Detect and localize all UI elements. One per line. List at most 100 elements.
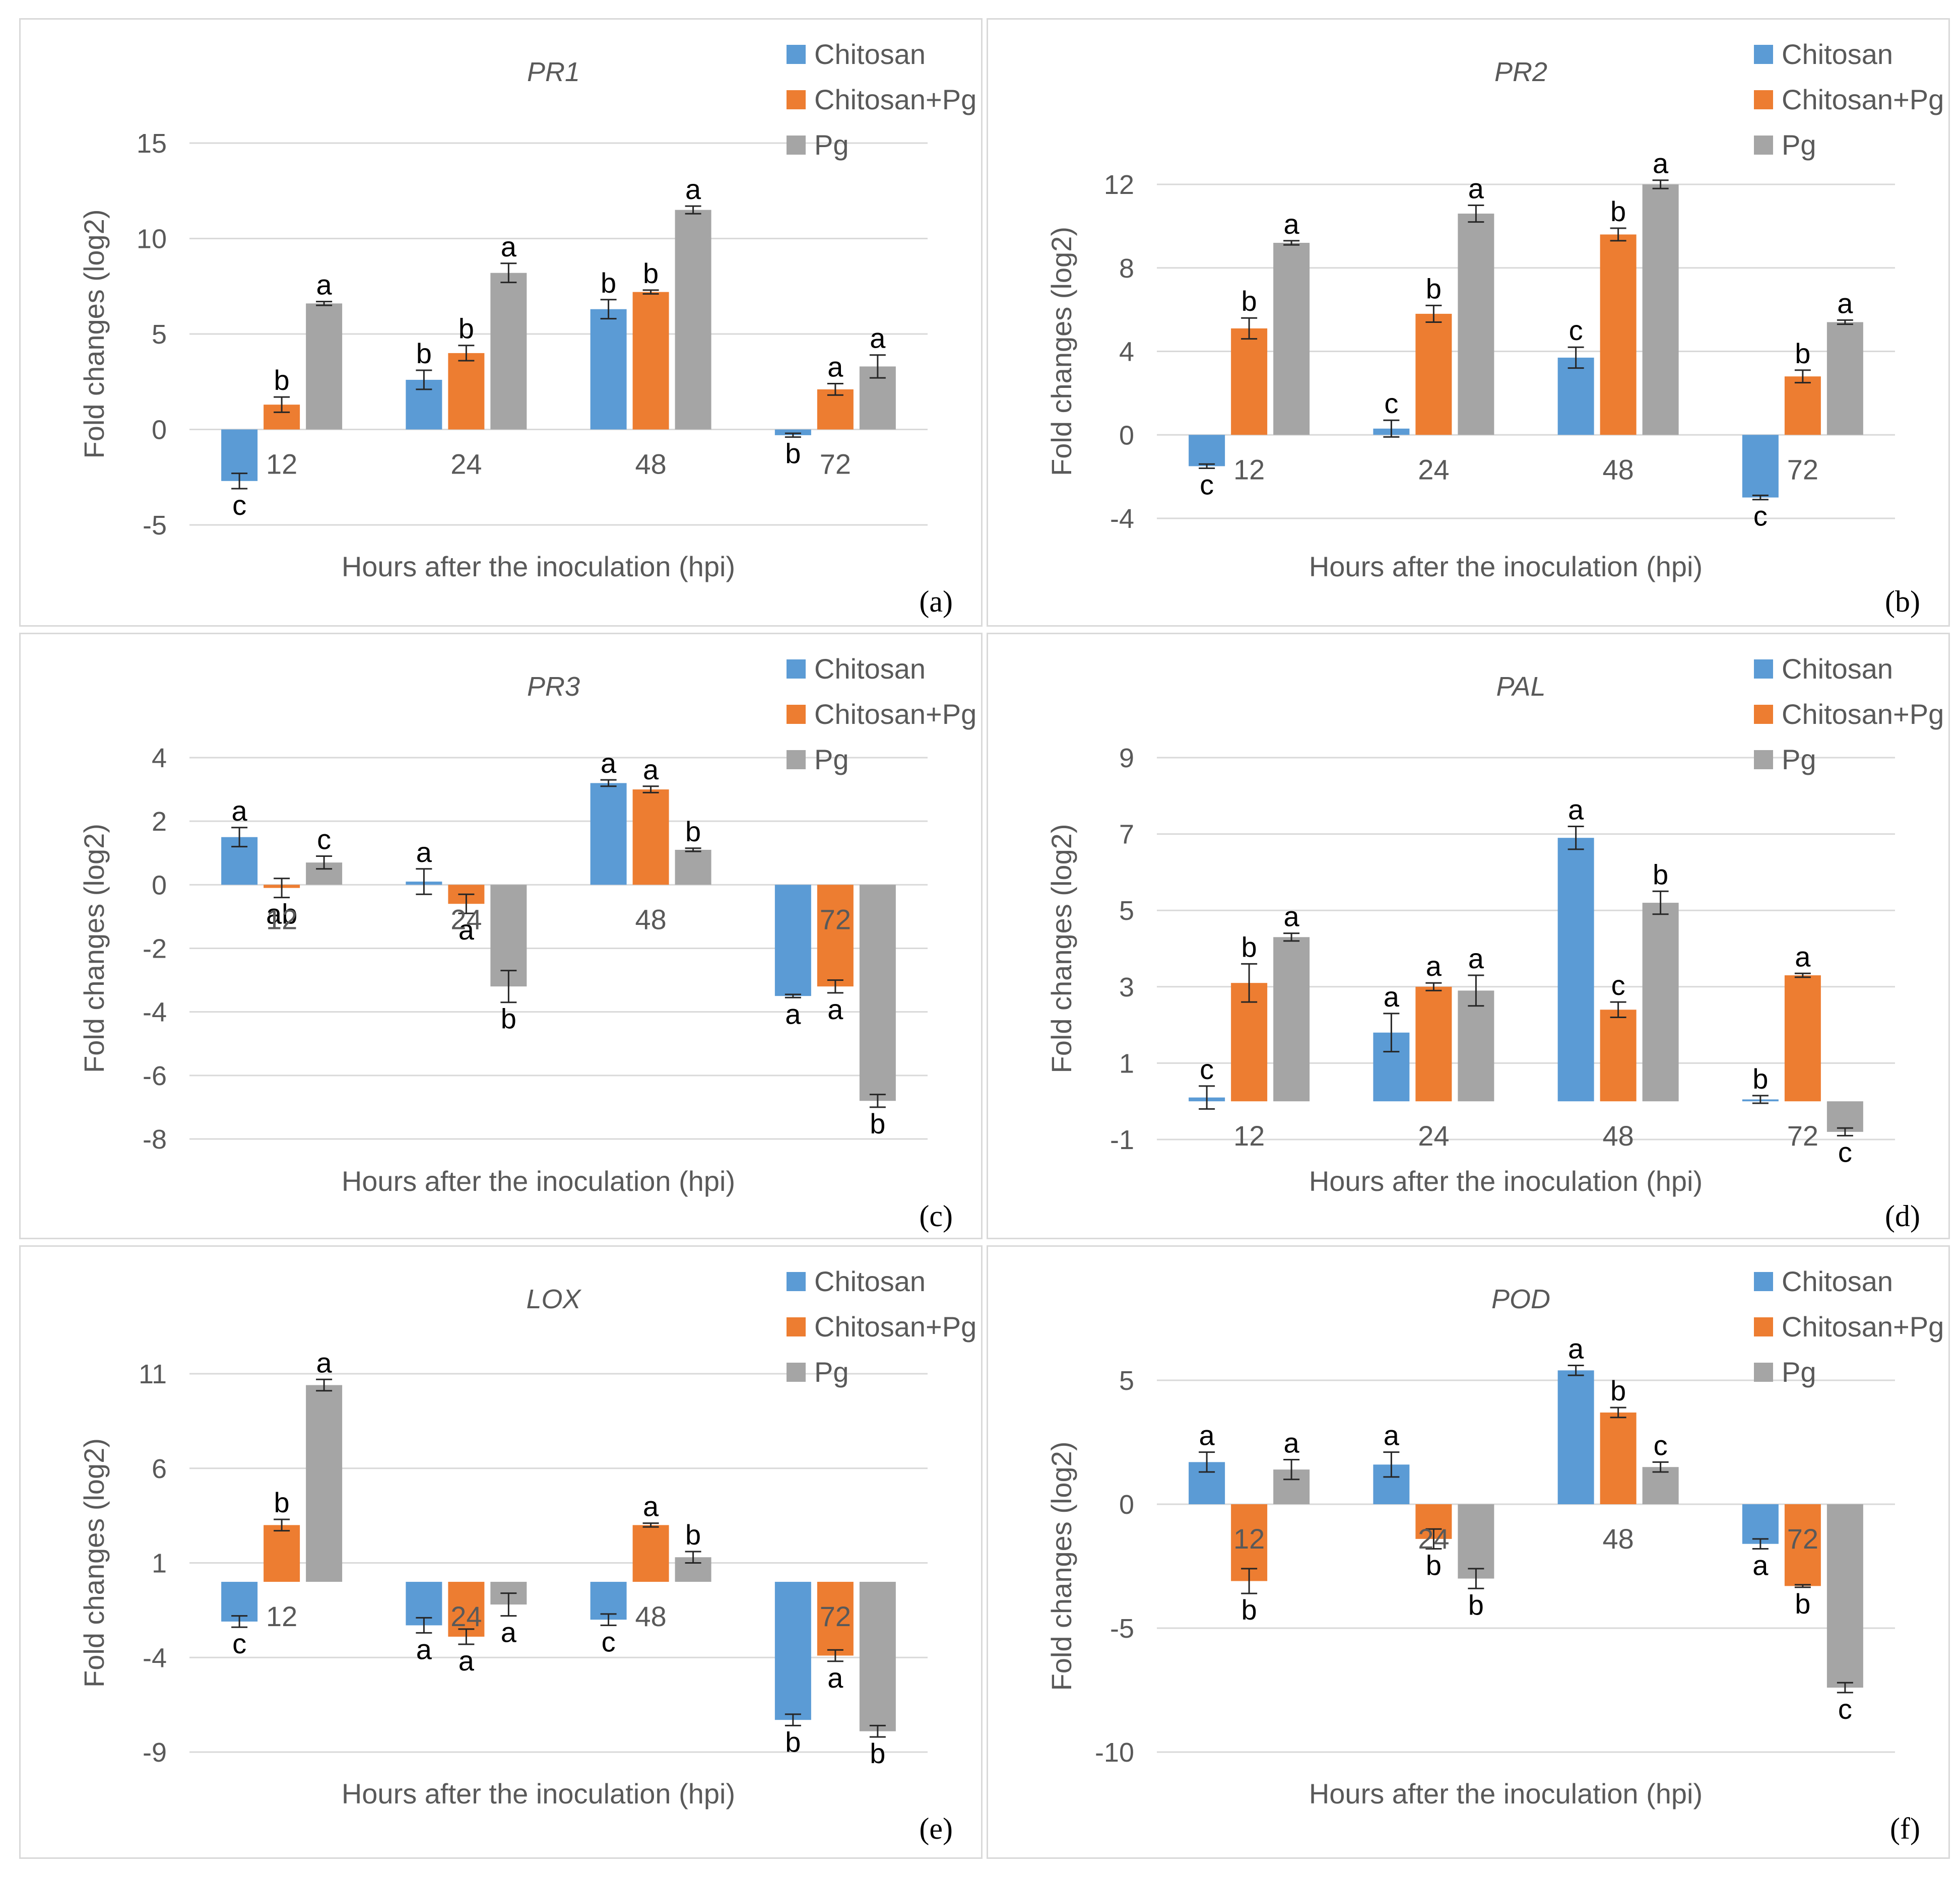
- significance-letter: a: [870, 322, 886, 354]
- y-tick-label: 9: [1119, 743, 1134, 773]
- category-label: 24: [450, 1600, 482, 1632]
- significance-letter: a: [416, 836, 432, 868]
- significance-letter: b: [274, 1487, 290, 1518]
- legend-swatch: [1754, 1363, 1773, 1382]
- significance-letter: a: [1752, 1550, 1769, 1581]
- bar: [1600, 234, 1637, 435]
- y-tick-label: -4: [143, 1643, 167, 1673]
- bar: [1231, 328, 1268, 435]
- y-tick-label: 5: [1119, 896, 1134, 926]
- legend-entry: Pg: [814, 744, 849, 775]
- bar: [1557, 357, 1594, 435]
- x-axis-label: Hours after the inoculation (hpi): [1309, 551, 1703, 582]
- bar: [590, 783, 627, 885]
- bar: [1273, 243, 1310, 435]
- significance-letter: b: [1426, 1550, 1442, 1581]
- category-label: 48: [1602, 1523, 1634, 1555]
- bar: [859, 1582, 896, 1731]
- legend-entry: Chitosan: [1782, 1265, 1893, 1297]
- significance-letter: a: [827, 993, 843, 1025]
- legend-entry: Chitosan: [814, 38, 926, 70]
- legend-swatch: [1754, 45, 1773, 64]
- significance-letter: c: [1569, 314, 1583, 346]
- significance-letter: b: [1426, 273, 1442, 304]
- significance-letter: b: [416, 338, 432, 369]
- bar: [306, 1385, 343, 1582]
- bar: [817, 885, 854, 987]
- significance-letter: c: [232, 489, 246, 521]
- x-axis-label: Hours after the inoculation (hpi): [342, 1778, 735, 1809]
- legend-swatch: [1754, 1272, 1773, 1291]
- category-label: 72: [820, 1600, 851, 1632]
- chart-title: PR2: [1494, 57, 1547, 87]
- bar: [1742, 1504, 1779, 1544]
- chart-svg: 11 6 1 -4 -9 LOX Fold changes (log2) Hours afte…: [78, 1265, 976, 1845]
- significance-letter: b: [1752, 1063, 1768, 1095]
- chart-svg: 5 0 -5 -10 POD Fold changes (log2) Hours after…: [1046, 1265, 1944, 1845]
- category-label: 48: [1602, 453, 1634, 485]
- bar: [859, 885, 896, 1101]
- bar: [1600, 1412, 1637, 1504]
- significance-letter: a: [827, 351, 843, 383]
- chart-panel-c: 4 2 0 -2 -4 -6 -8 PR3 Fold changes (log2) Hours a…: [19, 633, 983, 1239]
- bar: [1784, 376, 1821, 435]
- y-tick-label: 0: [152, 870, 167, 900]
- bar: [632, 292, 669, 430]
- category-label: 72: [820, 448, 851, 480]
- category-label: 12: [266, 903, 297, 935]
- legend-entry: Pg: [814, 129, 849, 161]
- x-axis-label: Hours after the inoculation (hpi): [1309, 1165, 1703, 1197]
- bar: [1742, 435, 1779, 498]
- bar: [1557, 838, 1594, 1102]
- significance-letter: a: [232, 795, 248, 827]
- legend-entry: Chitosan+Pg: [814, 698, 976, 730]
- category-label: 48: [1602, 1120, 1634, 1152]
- y-tick-label: 3: [1119, 972, 1134, 1002]
- legend-swatch: [787, 45, 806, 64]
- significance-letter: a: [785, 998, 801, 1030]
- bar: [632, 789, 669, 885]
- panel-label: (d): [1885, 1199, 1920, 1233]
- chart-svg: 12 8 4 0 -4 PR2 Fold changes (log2) Hours after…: [1046, 38, 1944, 618]
- significance-letter: a: [459, 1645, 475, 1677]
- significance-letter: a: [643, 754, 659, 785]
- category-label: 24: [450, 448, 482, 480]
- significance-letter: c: [1200, 1053, 1214, 1085]
- significance-letter: b: [1468, 1589, 1484, 1621]
- significance-letter: c: [232, 1628, 246, 1659]
- category-label: 72: [820, 903, 851, 935]
- legend-swatch: [1754, 705, 1773, 724]
- significance-letter: a: [1284, 901, 1300, 932]
- y-axis-label: Fold changes (log2): [1046, 824, 1077, 1074]
- significance-letter: b: [274, 364, 290, 396]
- chart-panel-d: 9 7 5 3 1 -1 PAL Fold changes (log2) Hours after…: [987, 633, 1950, 1239]
- legend-entry: Chitosan: [1782, 653, 1893, 685]
- panel-label: (b): [1885, 585, 1920, 618]
- y-tick-label: 0: [1119, 420, 1134, 450]
- bar: [1642, 184, 1679, 435]
- significance-letter: b: [685, 816, 701, 847]
- y-tick-label: 15: [137, 128, 167, 159]
- y-tick-label: 10: [137, 224, 167, 254]
- legend-entry: Pg: [814, 1356, 849, 1388]
- significance-letter: a: [1199, 1420, 1215, 1451]
- significance-letter: a: [1795, 941, 1811, 972]
- panel-label: (a): [919, 585, 953, 618]
- significance-letter: b: [870, 1108, 885, 1139]
- bar: [675, 210, 711, 430]
- significance-letter: c: [1654, 1429, 1668, 1461]
- chart-svg: 9 7 5 3 1 -1 PAL Fold changes (log2) Hours after…: [1046, 653, 1944, 1233]
- category-label: 12: [266, 1600, 297, 1632]
- y-tick-label: 2: [152, 807, 167, 837]
- y-tick-label: 5: [152, 319, 167, 350]
- category-label: 72: [1787, 453, 1818, 485]
- significance-letter: b: [1653, 858, 1668, 890]
- y-tick-label: -9: [143, 1737, 167, 1768]
- legend-entry: Chitosan+Pg: [1782, 84, 1944, 115]
- y-tick-label: 8: [1119, 253, 1134, 284]
- significance-letter: a: [1837, 287, 1853, 319]
- y-axis-label: Fold changes (log2): [78, 1438, 110, 1688]
- y-tick-label: 6: [152, 1454, 167, 1484]
- y-tick-label: 4: [1119, 337, 1134, 367]
- legend-entry: Chitosan: [814, 653, 926, 685]
